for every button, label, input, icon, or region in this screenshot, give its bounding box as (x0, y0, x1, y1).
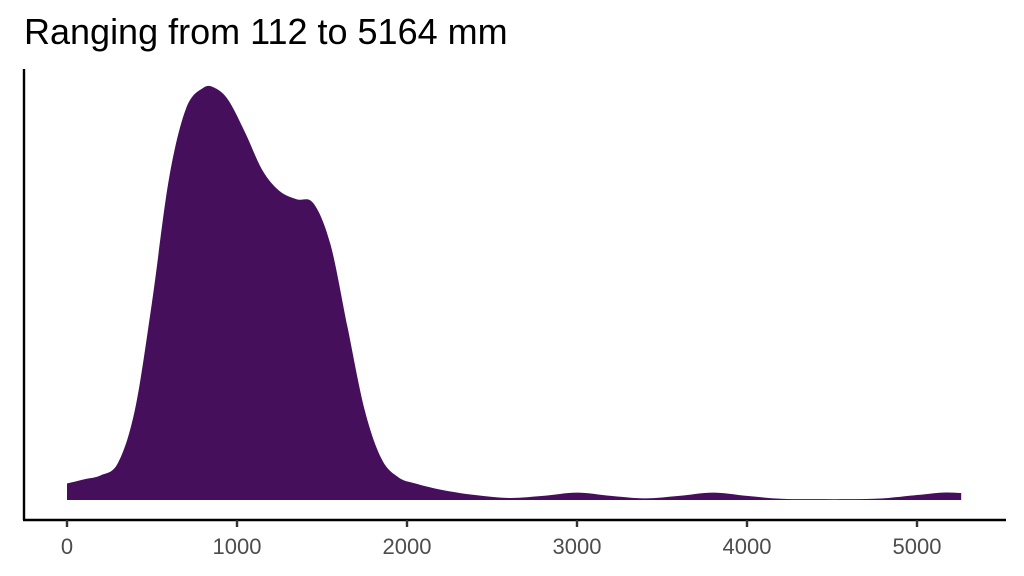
x-tick-label: 5000 (893, 534, 942, 559)
x-tick-label: 3000 (553, 534, 602, 559)
x-tick-label: 1000 (213, 534, 262, 559)
chart-title: Ranging from 112 to 5164 mm (24, 11, 508, 52)
density-area (67, 85, 962, 500)
x-axis-ticks: 0 1000 2000 3000 4000 5000 (61, 520, 942, 559)
x-tick-label: 2000 (383, 534, 432, 559)
x-tick-label: 0 (61, 534, 73, 559)
x-tick-label: 4000 (723, 534, 772, 559)
